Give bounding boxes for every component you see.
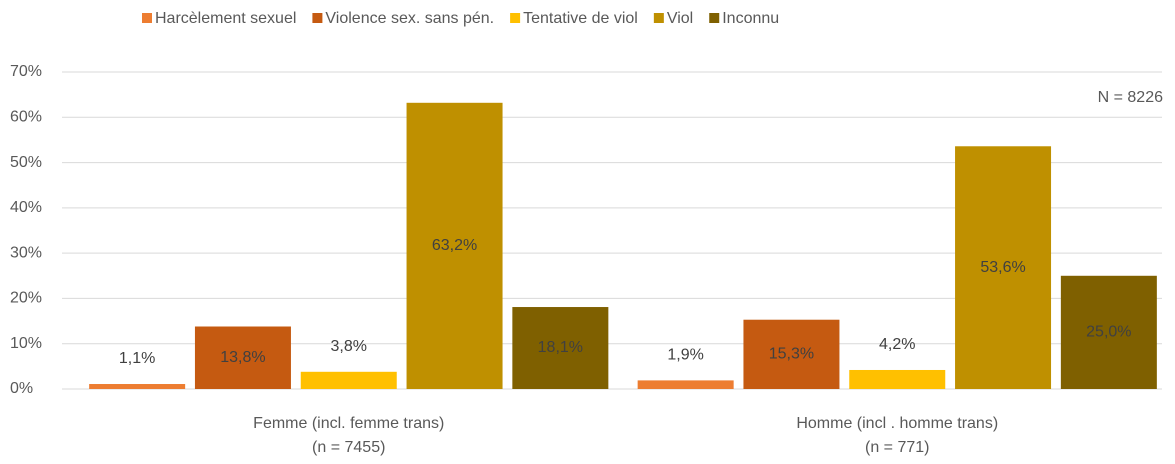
value-label: 1,1%	[119, 350, 155, 367]
legend-label: Tentative de viol	[523, 10, 638, 27]
y-tick-label: 20%	[10, 290, 42, 307]
annotation: N = 8226	[1098, 89, 1163, 106]
bar	[512, 307, 609, 389]
y-tick-label: 40%	[10, 199, 42, 216]
y-tick-label: 30%	[10, 244, 42, 261]
y-tick-label: 10%	[10, 335, 42, 352]
value-label: 25,0%	[1086, 324, 1131, 341]
y-tick-label: 70%	[10, 63, 42, 80]
y-tick-label: 0%	[10, 380, 33, 397]
value-label: 3,8%	[331, 338, 367, 355]
legend-label: Harcèlement sexuel	[155, 10, 296, 27]
bar	[194, 326, 291, 389]
legend-swatch	[142, 13, 152, 23]
value-label: 13,8%	[220, 349, 265, 366]
value-label: 53,6%	[980, 259, 1025, 276]
bar	[637, 380, 734, 389]
legend-swatch	[709, 13, 720, 23]
value-label: 1,9%	[667, 347, 703, 364]
bar	[1060, 275, 1157, 389]
legend-swatch	[510, 13, 521, 23]
legend-label: Inconnu	[722, 10, 779, 27]
bar	[89, 384, 186, 389]
x-tick-label: Homme (incl . homme trans)	[796, 415, 998, 432]
bar	[955, 146, 1052, 389]
legend-label: Violence sex. sans pén.	[325, 10, 494, 27]
legend-swatch	[312, 13, 323, 23]
legend-swatch	[653, 13, 664, 23]
x-tick-label: (n = 771)	[865, 439, 929, 456]
y-tick-label: 50%	[10, 154, 42, 171]
x-tick-label: Femme (incl. femme trans)	[253, 415, 444, 432]
y-tick-label: 60%	[10, 109, 42, 126]
value-label: 15,3%	[769, 346, 814, 363]
bar	[743, 319, 840, 389]
value-label: 18,1%	[538, 339, 583, 356]
legend-label: Viol	[667, 10, 693, 27]
bar	[406, 102, 503, 390]
value-label: 4,2%	[879, 336, 915, 353]
value-label: 63,2%	[432, 237, 477, 254]
bar	[300, 371, 397, 389]
bar	[849, 369, 946, 389]
x-tick-label: (n = 7455)	[312, 439, 385, 456]
